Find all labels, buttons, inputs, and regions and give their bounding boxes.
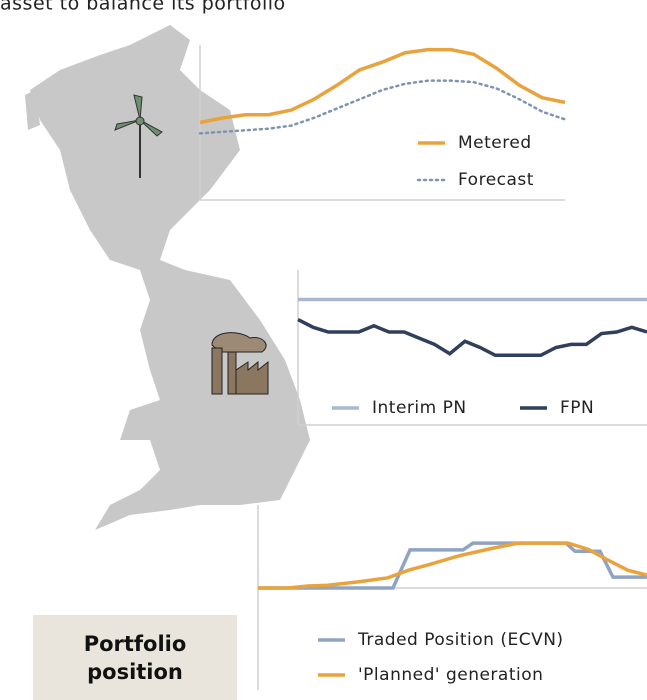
portfolio-badge: Portfolio position [33,615,237,700]
series-line [258,541,647,590]
wind-turbine-icon [114,94,163,178]
legend-label: Forecast [458,170,534,190]
series-line [199,47,566,125]
legend-label: Traded Position (ECVN) [357,630,564,650]
series-line [297,318,647,357]
series-line [198,79,567,135]
legend-label: Interim PN [372,398,467,418]
header-text: asset to balance its portfolio [0,0,286,15]
factory-icon [211,332,269,395]
legend-label: Metered [458,133,532,153]
legend-label: 'Planned' generation [358,665,543,685]
map [25,25,310,530]
legend-label: FPN [560,398,594,418]
